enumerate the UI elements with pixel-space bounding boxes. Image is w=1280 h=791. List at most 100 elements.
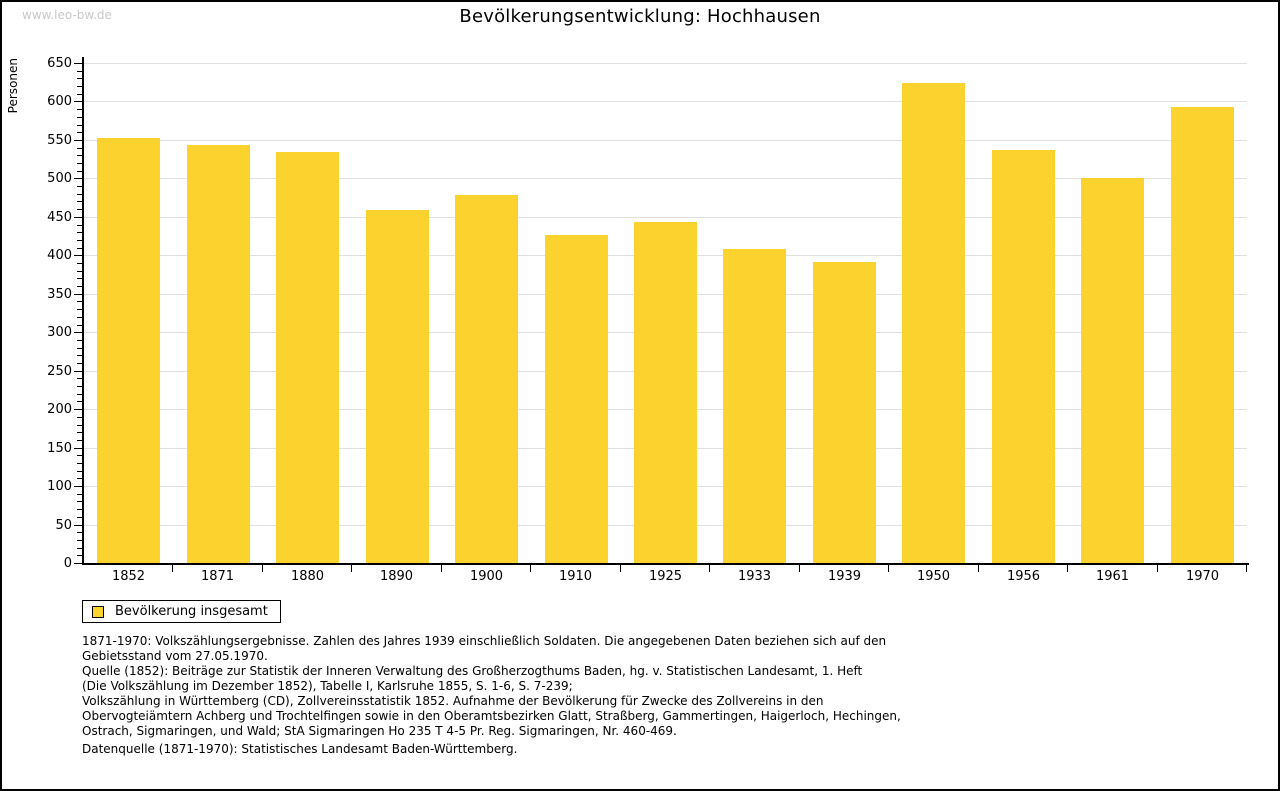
y-minor-tick <box>77 540 82 541</box>
y-minor-tick <box>77 463 82 464</box>
y-major-tick <box>74 294 82 295</box>
x-axis-ticks <box>84 565 1247 572</box>
x-tick <box>351 565 352 572</box>
y-tick-label: 600 <box>47 94 72 109</box>
y-minor-tick <box>77 163 82 164</box>
bar <box>992 150 1055 563</box>
bar <box>634 222 697 563</box>
y-tick-label: 400 <box>47 248 72 263</box>
footnote-line: Gebietsstand vom 27.05.1970. <box>82 649 268 663</box>
y-major-tick <box>74 255 82 256</box>
x-tick-label: 1871 <box>200 569 235 584</box>
x-tick-label: 1950 <box>916 569 951 584</box>
y-minor-tick <box>77 201 82 202</box>
x-tick <box>1246 565 1247 572</box>
y-tick-label: 150 <box>47 441 72 456</box>
x-tick-label: 1956 <box>1006 569 1041 584</box>
bar <box>455 195 518 563</box>
x-tick <box>799 565 800 572</box>
y-tick-label: 0 <box>63 556 72 571</box>
y-minor-tick <box>77 232 82 233</box>
x-tick-label: 1933 <box>737 569 772 584</box>
y-minor-tick <box>77 94 82 95</box>
y-tick-label: 300 <box>47 325 72 340</box>
bar <box>545 235 608 563</box>
y-axis-title: Personen <box>6 58 20 114</box>
y-major-tick <box>74 63 82 64</box>
y-minor-tick <box>77 240 82 241</box>
x-tick <box>1157 565 1158 572</box>
footnote-line: Ostrach, Sigmaringen, und Wald; StA Sigm… <box>82 724 677 738</box>
y-minor-tick <box>77 263 82 264</box>
x-tick-label: 1925 <box>648 569 683 584</box>
y-major-tick <box>74 448 82 449</box>
y-minor-tick <box>77 317 82 318</box>
footnote-line: Obervogteiämtern Achberg und Trochtelfin… <box>82 709 901 723</box>
y-minor-tick <box>77 348 82 349</box>
y-minor-tick <box>77 125 82 126</box>
y-minor-tick <box>77 325 82 326</box>
y-tick-label: 200 <box>47 402 72 417</box>
x-tick <box>1067 565 1068 572</box>
y-major-tick <box>74 217 82 218</box>
plot-area <box>84 63 1247 563</box>
y-tick-label: 350 <box>47 287 72 302</box>
y-tick-label: 450 <box>47 210 72 225</box>
y-minor-tick <box>77 340 82 341</box>
y-minor-tick <box>77 494 82 495</box>
bar <box>813 262 876 563</box>
y-minor-tick <box>77 186 82 187</box>
y-minor-tick <box>77 171 82 172</box>
legend-label: Bevölkerung insgesamt <box>115 604 268 619</box>
gridline <box>84 101 1247 102</box>
y-minor-tick <box>77 501 82 502</box>
y-major-tick <box>74 371 82 372</box>
y-minor-tick <box>77 548 82 549</box>
y-major-tick <box>74 486 82 487</box>
footnote-line: Volkszählung in Württemberg (CD), Zollve… <box>82 694 824 708</box>
y-axis-line <box>82 57 84 565</box>
y-minor-tick <box>77 532 82 533</box>
y-major-tick <box>74 178 82 179</box>
y-minor-tick <box>77 455 82 456</box>
y-minor-tick <box>77 209 82 210</box>
x-tick-label: 1852 <box>111 569 146 584</box>
y-minor-tick <box>77 471 82 472</box>
gridline <box>84 178 1247 179</box>
y-minor-tick <box>77 363 82 364</box>
x-tick <box>709 565 710 572</box>
y-minor-tick <box>77 301 82 302</box>
watermark: www.leo-bw.de <box>22 8 112 22</box>
y-minor-tick <box>77 425 82 426</box>
y-minor-tick <box>77 440 82 441</box>
bar <box>366 210 429 563</box>
x-tick-label: 1961 <box>1095 569 1130 584</box>
y-minor-tick <box>77 378 82 379</box>
x-tick-label: 1900 <box>469 569 504 584</box>
y-minor-tick <box>77 155 82 156</box>
legend: Bevölkerung insgesamt <box>82 600 281 623</box>
chart-title: Bevölkerungsentwicklung: Hochhausen <box>459 6 821 27</box>
y-minor-tick <box>77 271 82 272</box>
y-minor-tick <box>77 417 82 418</box>
y-minor-tick <box>77 401 82 402</box>
y-minor-tick <box>77 394 82 395</box>
footnote-line: (Die Volkszählung im Dezember 1852), Tab… <box>82 679 573 693</box>
y-major-tick <box>74 409 82 410</box>
footnote-line: Quelle (1852): Beiträge zur Statistik de… <box>82 664 863 678</box>
footnote-line: 1871-1970: Volkszählungsergebnisse. Zahl… <box>82 634 887 648</box>
y-major-tick <box>74 101 82 102</box>
y-tick-label: 50 <box>55 518 72 533</box>
y-minor-tick <box>77 148 82 149</box>
gridline <box>84 217 1247 218</box>
bar <box>97 138 160 563</box>
y-tick-label: 550 <box>47 133 72 148</box>
x-tick <box>262 565 263 572</box>
x-tick-label: 1970 <box>1185 569 1220 584</box>
y-minor-tick <box>77 132 82 133</box>
y-tick-label: 500 <box>47 171 72 186</box>
legend-swatch-icon <box>92 605 104 618</box>
y-minor-tick <box>77 386 82 387</box>
footnotes: 1871-1970: Volkszählungsergebnisse. Zahl… <box>82 634 901 739</box>
